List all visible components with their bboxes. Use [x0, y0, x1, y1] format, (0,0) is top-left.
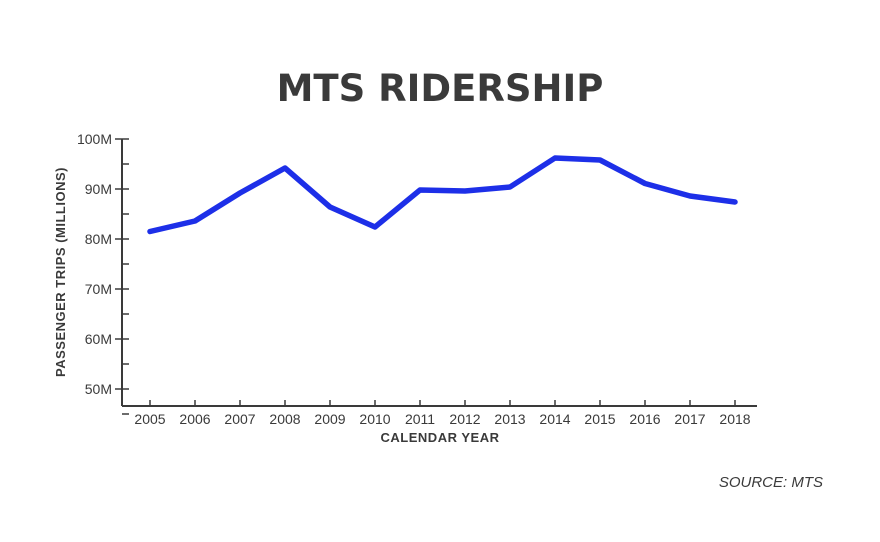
x-tick-label: 2013	[494, 411, 525, 427]
x-tick-label: 2014	[539, 411, 570, 427]
x-tick-label: 2010	[359, 411, 390, 427]
y-tick-label: 50M	[85, 381, 112, 397]
x-tick-label: 2008	[269, 411, 300, 427]
y-axis-title: PASSENGER TRIPS (MILLIONS)	[53, 167, 68, 377]
x-tick-label: 2016	[629, 411, 660, 427]
x-tick-label: 2006	[179, 411, 210, 427]
y-tick-label: 100M	[77, 131, 112, 147]
x-axis-title: CALENDAR YEAR	[381, 430, 500, 445]
x-tick-label: 2007	[224, 411, 255, 427]
x-tick-label: 2017	[674, 411, 705, 427]
series-layer	[147, 155, 738, 235]
y-tick-label: 90M	[85, 181, 112, 197]
x-tick-label: 2011	[405, 411, 435, 427]
series-line	[147, 155, 738, 235]
y-tick-label: 70M	[85, 281, 112, 297]
x-tick-label: 2015	[584, 411, 615, 427]
x-ticks: 2005 2006 2007 2008 2009 2010 2011 2012 2013 2014…	[134, 400, 751, 427]
x-tick-label: 2005	[134, 411, 165, 427]
axes	[121, 139, 757, 407]
y-ticks: 50M 60M 70M 80M 90M 100M	[77, 131, 129, 415]
y-tick-label: 60M	[85, 331, 112, 347]
chart-title: MTS RIDERSHIP	[277, 67, 604, 110]
y-tick-label: 80M	[85, 231, 112, 247]
x-tick-label: 2009	[314, 411, 345, 427]
x-tick-label: 2012	[449, 411, 480, 427]
source-note: SOURCE: MTS	[719, 474, 823, 491]
x-tick-label: 2018	[719, 411, 750, 427]
